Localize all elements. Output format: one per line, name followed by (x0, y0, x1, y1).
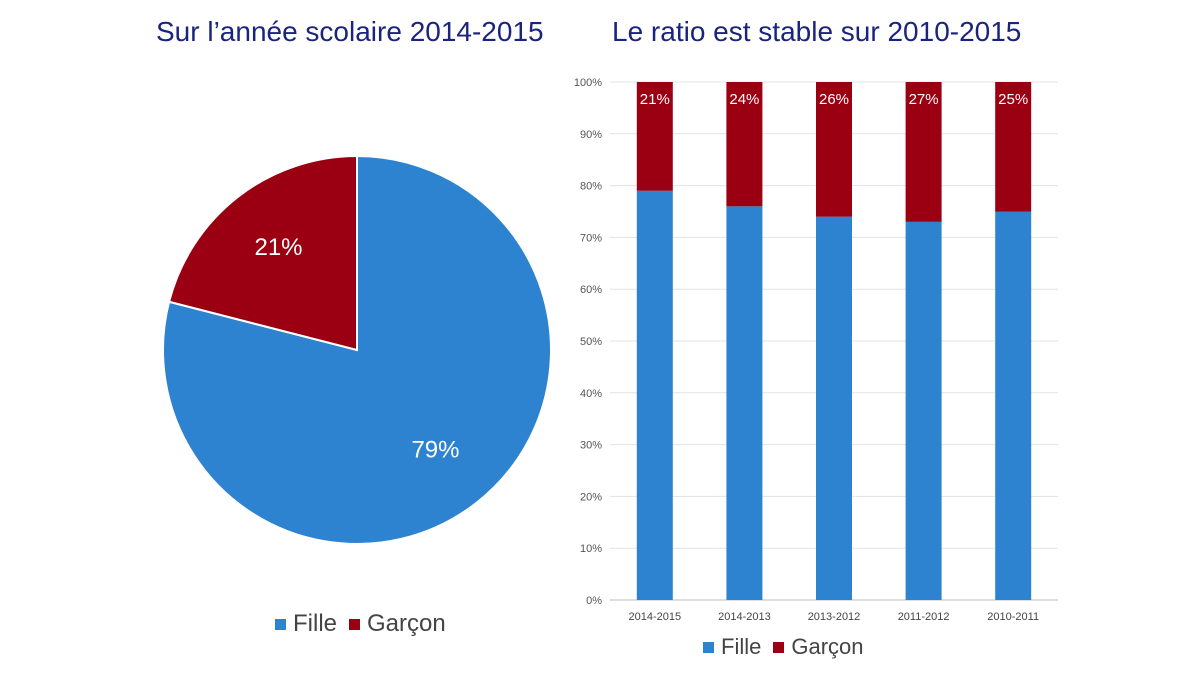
bar-segment-garcon (636, 82, 673, 191)
y-tick-label: 50% (580, 336, 602, 348)
y-tick-label: 40% (580, 388, 602, 400)
stacked-bar-chart: 0% 10% 20% 30% 40% 50% 60% 70% 80% 90% 100% 21% 2014… (574, 77, 1058, 623)
x-tick-label: 2014-2013 (718, 611, 771, 623)
legend-swatch-fille (275, 618, 286, 630)
bar-data-label: 24% (729, 91, 759, 108)
y-tick-label: 70% (580, 232, 602, 244)
legend-item-fille: Fille (703, 634, 761, 660)
x-tick-label: 2010-2011 (987, 611, 1039, 623)
x-tick-label: 2014-2015 (628, 611, 681, 623)
x-tick-label: 2011-2012 (898, 611, 950, 623)
legend-swatch-garcon (349, 618, 361, 630)
legend-label-garcon: Garçon (367, 610, 446, 637)
y-tick-label: 100% (574, 77, 602, 89)
pie-slice-garcon (167, 154, 358, 352)
bar-legend: Fille Garçon (703, 634, 876, 660)
y-tick-label: 90% (580, 129, 602, 141)
bar-segment-garcon (726, 82, 763, 207)
bar-segment-garcon (905, 82, 942, 222)
pie-slice-fille (162, 154, 552, 545)
bar-segment-fille (995, 211, 1032, 600)
bar-segment-fille (636, 190, 673, 600)
legend-swatch-fille (703, 641, 714, 653)
legend-item-fille: Fille (275, 610, 337, 638)
bar-data-label: 26% (819, 91, 849, 108)
legend-item-garcon: Garçon (773, 634, 864, 660)
pie-label-fille: 79% (411, 437, 459, 464)
bar-segment-fille (726, 206, 763, 600)
legend-swatch-garcon (773, 641, 785, 653)
bar-data-label: 21% (640, 91, 670, 108)
x-tick-label: 2013-2012 (808, 611, 861, 623)
y-tick-label: 20% (580, 491, 602, 503)
bar-segment-garcon (816, 82, 852, 217)
bar-chart-title: Le ratio est stable sur 2010-2015 (612, 16, 1022, 47)
bar-data-label: 25% (998, 91, 1028, 108)
y-tick-label: 60% (580, 284, 602, 296)
bar-segment-fille (816, 216, 852, 600)
y-tick-label: 10% (580, 543, 602, 555)
bar-segment-garcon (995, 82, 1032, 212)
pie-legend: Fille Garçon (275, 610, 458, 638)
legend-item-garcon: Garçon (349, 610, 446, 638)
legend-label-garcon: Garçon (791, 634, 864, 659)
legend-label-fille: Fille (293, 610, 338, 637)
pie-chart-title: Sur l’année scolaire 2014-2015 (156, 16, 544, 47)
bar-data-label: 27% (909, 91, 939, 108)
pie-chart: 79% 21% (162, 154, 552, 545)
y-tick-label: 0% (586, 595, 602, 607)
y-tick-label: 30% (580, 440, 602, 452)
bar-segment-fille (905, 221, 942, 601)
legend-label-fille: Fille (721, 634, 762, 659)
y-tick-label: 80% (580, 181, 602, 193)
pie-label-garcon: 21% (254, 234, 302, 261)
